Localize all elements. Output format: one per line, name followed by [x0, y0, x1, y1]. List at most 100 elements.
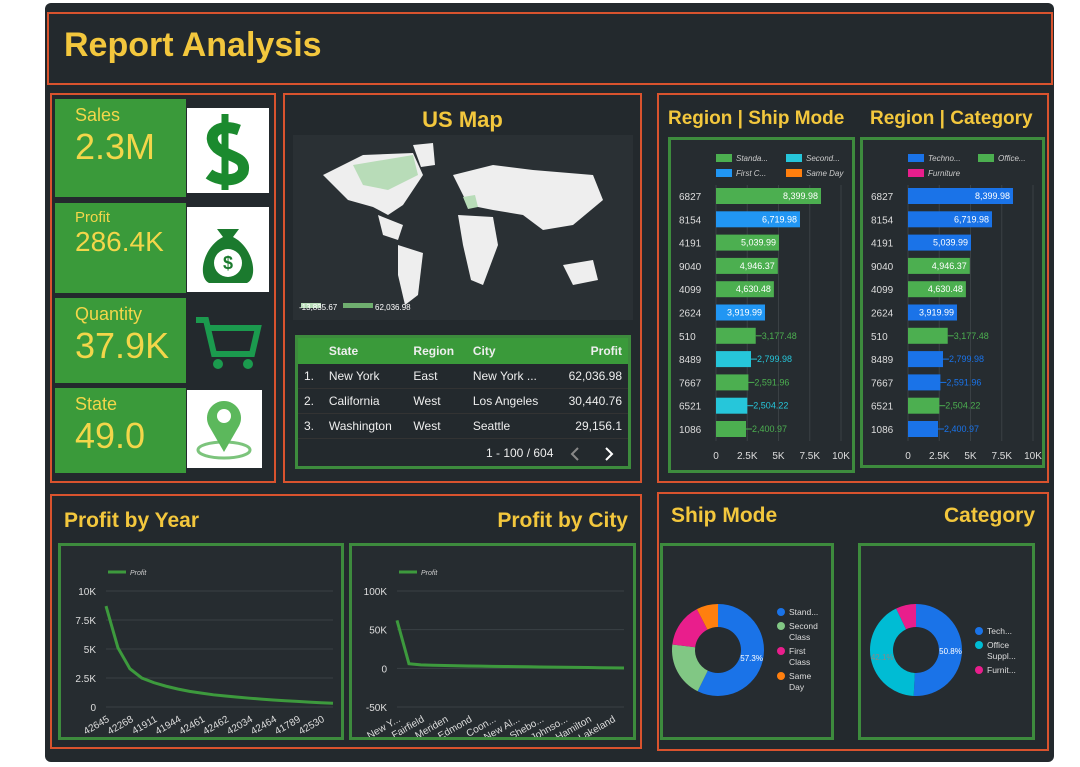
x-tick-label: 0: [713, 451, 719, 462]
header-cell: [298, 338, 323, 364]
legend-label: First Class: [789, 646, 810, 667]
bar: [908, 211, 992, 228]
chart: Techno... Office... Furniture 0 2.5K 5K 7.5K 10…: [860, 137, 1045, 468]
y-tick-label: 4191: [871, 239, 894, 250]
y-tick-label: 4191: [679, 239, 702, 250]
bar: [716, 281, 774, 298]
legend-label: Techno...: [928, 154, 961, 163]
chart-title: Profit by Year: [64, 509, 200, 532]
legend-swatch: [908, 154, 924, 162]
x-tick-label: 41789: [273, 714, 303, 738]
value-label: 2,400.97: [752, 424, 787, 434]
x-tick-label: 42268: [106, 714, 136, 738]
kpi-value: 37.9K: [75, 325, 170, 366]
table: State Region City Profit 1. New York East New …: [298, 338, 628, 439]
bar: [908, 257, 970, 274]
region-panel: Region | Ship Mode Region | Category: [657, 93, 1049, 483]
y-tick-label: -50K: [366, 703, 387, 714]
y-tick-label: 9040: [679, 262, 702, 273]
x-tick-label: 42461: [177, 714, 207, 738]
bar: [716, 421, 747, 437]
x-tick-label: 5K: [964, 451, 977, 462]
y-tick-label: 0: [381, 664, 387, 675]
donut-slice: [697, 604, 764, 696]
y-tick-label: 6521: [679, 402, 702, 413]
x-tick-label: 5K: [772, 451, 785, 462]
legend-label: Furniture: [928, 169, 961, 178]
cell: East: [407, 364, 467, 389]
y-tick-label: 510: [871, 332, 888, 343]
y-tick-label: 6827: [871, 192, 894, 203]
x-tick-label: 42464: [249, 714, 279, 738]
bar: [716, 304, 765, 321]
map-panel: US Map -13,835.67 62,036.98 State Region C…: [283, 93, 642, 483]
chart-title: Category: [943, 504, 1035, 527]
legend-swatch: [777, 608, 785, 616]
y-tick-label: 5K: [84, 645, 97, 656]
y-tick-label: 1086: [871, 425, 894, 436]
kpi-value: 49.0: [75, 415, 146, 456]
x-tick-label: 41944: [154, 714, 184, 738]
y-tick-label: 1086: [679, 425, 702, 436]
legend-swatch: [777, 647, 785, 655]
header-cell[interactable]: Profit: [554, 338, 628, 364]
legend-label: Second...: [806, 154, 840, 163]
header-cell: Region: [407, 338, 467, 364]
value-label: 2,504.22: [945, 401, 980, 411]
x-tick-label: 2.5K: [737, 451, 758, 462]
y-tick-label: 2624: [871, 309, 894, 320]
x-tick-label: 42462: [201, 714, 231, 738]
kpi-card: Quantity 37.9K: [55, 298, 186, 383]
cell: 62,036.98: [554, 364, 628, 389]
legend-label: Profit: [421, 570, 438, 577]
value-label: 3,177.48: [954, 331, 989, 341]
x-tick-label: 7.5K: [799, 451, 820, 462]
cell: 29,156.1: [554, 413, 628, 439]
legend-label: Stand...: [789, 607, 818, 617]
header-cell: City: [466, 338, 555, 364]
bar: [716, 327, 756, 344]
x-tick-label: 42645: [82, 714, 112, 738]
legend-swatch: [908, 169, 924, 177]
kpi-card: Sales 2.3M: [55, 99, 186, 197]
cart-icon: [190, 302, 266, 378]
value-label: 4,630.48: [928, 284, 963, 294]
donut-slice: [870, 608, 915, 696]
cell: Los Angeles: [466, 388, 555, 414]
y-tick-label: 2624: [679, 309, 702, 320]
value-label: 6,719.98: [762, 214, 797, 224]
value-label: 3,177.48: [762, 331, 797, 341]
chart-title: Region | Category: [870, 108, 1033, 129]
bar: [716, 351, 751, 368]
cell: New York: [322, 364, 408, 389]
legend-swatch: [716, 154, 732, 162]
bar: [908, 234, 971, 251]
y-tick-label: 100K: [364, 587, 388, 598]
legend-swatch: [975, 666, 983, 674]
value-label: 50.8%: [939, 647, 962, 656]
chart: 57.3% Stand... Second Class First Class Same Da…: [660, 543, 834, 740]
header: Report Analysis: [47, 12, 1053, 85]
value-label: 2,799.98: [949, 354, 984, 364]
y-tick-label: 6827: [679, 192, 702, 203]
value-label: 8,399.98: [783, 191, 818, 201]
svg-text:$: $: [223, 253, 233, 273]
bar: [908, 188, 1013, 204]
legend-label: Furnit...: [987, 665, 1016, 675]
legend-label: Tech...: [987, 626, 1012, 636]
kpi-value: 286.4K: [75, 226, 164, 257]
value-label: 6,719.98: [954, 214, 989, 224]
kpi-card: State 49.0: [55, 388, 186, 473]
y-tick-label: 9040: [871, 262, 894, 273]
legend-label: Profit: [130, 570, 147, 577]
dollar-icon: [187, 108, 269, 193]
y-tick-label: 4099: [679, 285, 702, 296]
location-icon: [187, 390, 262, 468]
legend-swatch: [786, 154, 802, 162]
bar: [908, 421, 939, 437]
pager-arrows[interactable]: [568, 446, 618, 462]
cell: Seattle: [466, 413, 555, 439]
bar: [716, 374, 749, 391]
legend-swatch: [716, 169, 732, 177]
